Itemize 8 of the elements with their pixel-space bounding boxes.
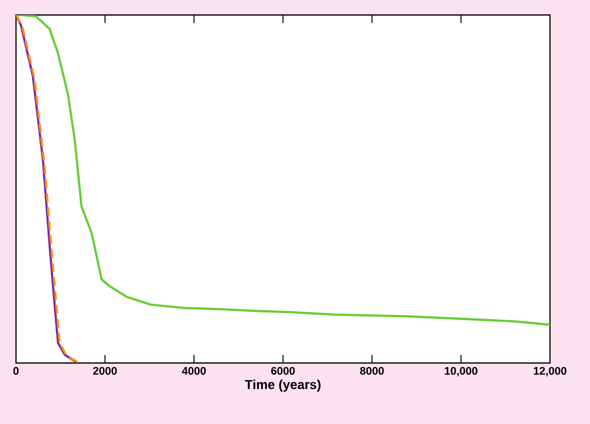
x-tick-label: 6000 <box>271 366 295 375</box>
x-tick-label: 8000 <box>360 366 384 375</box>
x-tick-label: 10,000 <box>444 366 478 376</box>
x-axis-title: Time (years) <box>244 380 321 392</box>
x-tick-label: 4000 <box>182 366 206 375</box>
x-tick-label: 0 <box>13 366 19 375</box>
x-tick-label: 12,000 <box>534 366 566 376</box>
x-tick-label: 2000 <box>93 366 117 375</box>
